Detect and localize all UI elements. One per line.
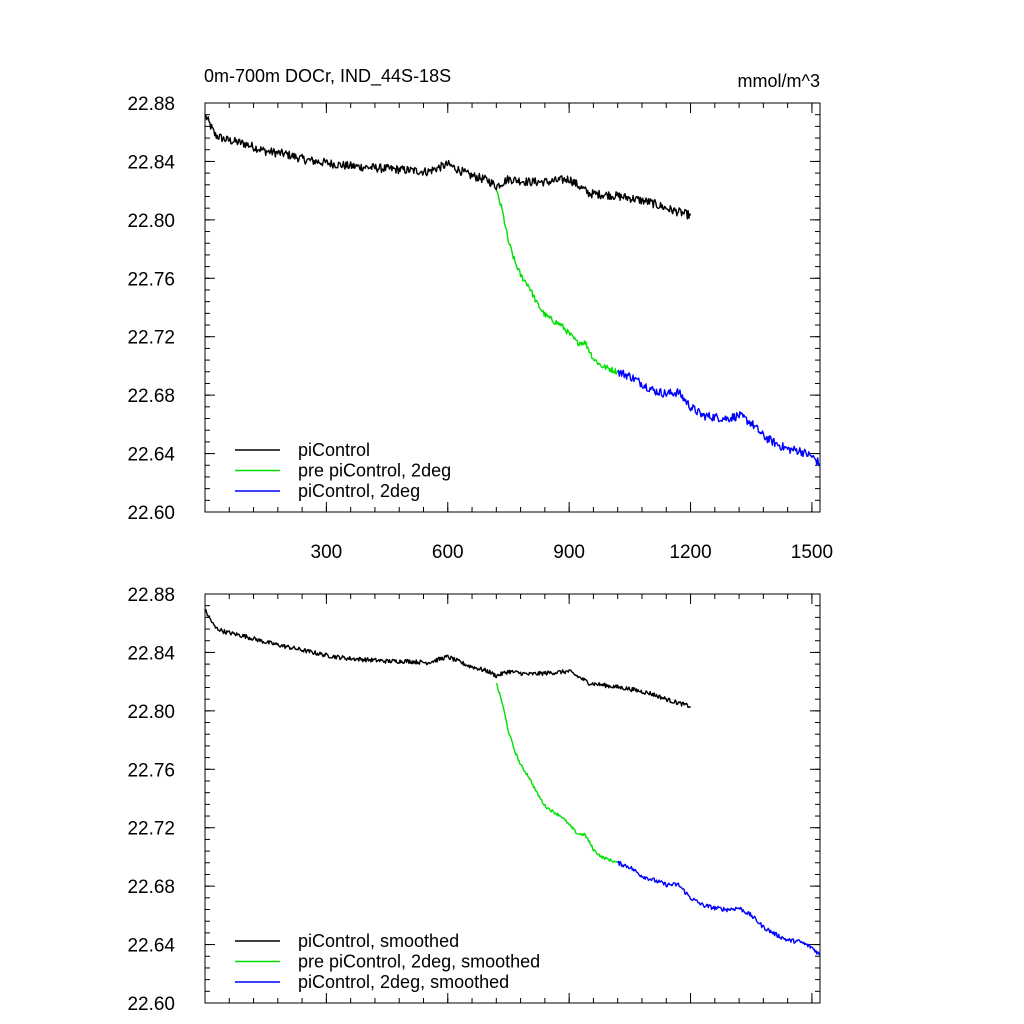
y-tick-label: 22.76 xyxy=(127,269,175,290)
y-tick-label: 22.84 xyxy=(127,152,175,173)
series-line-1 xyxy=(204,114,692,220)
x-tick-label: 1200 xyxy=(669,542,711,563)
y-tick-label: 22.88 xyxy=(127,94,175,115)
y-tick-label: 22.64 xyxy=(127,936,175,957)
chart-title: 0m-700m DOCr, IND_44S-18S xyxy=(204,66,451,87)
y-tick-label: 22.80 xyxy=(127,211,175,232)
legend-label-1: piControl, smoothed xyxy=(298,931,459,951)
y-tick-label: 22.72 xyxy=(127,819,175,840)
legend-label-1: piControl xyxy=(298,440,370,460)
legend-label-3: piControl, 2deg xyxy=(298,481,420,501)
x-tick-label: 1500 xyxy=(791,542,833,563)
y-tick-label: 22.68 xyxy=(127,877,175,898)
y-tick-label: 22.68 xyxy=(127,386,175,407)
y-tick-label: 22.88 xyxy=(127,585,175,606)
plot-frame xyxy=(204,102,821,513)
y-tick-label: 22.72 xyxy=(127,328,175,349)
x-tick-label: 300 xyxy=(311,542,343,563)
series-line-2 xyxy=(495,190,619,375)
y-tick-label: 22.84 xyxy=(127,643,175,664)
top-panel: 22.60 22.64 22.68 22.72 22.76 22.80 22.84 22.88… xyxy=(127,94,833,563)
y-tick-label: 22.60 xyxy=(127,994,175,1015)
series-line-3 xyxy=(617,369,821,467)
legend-label-2: pre piControl, 2deg, smoothed xyxy=(298,952,540,972)
x-tick-label: 600 xyxy=(432,542,464,563)
y-tick-label: 22.64 xyxy=(127,445,175,466)
series-line-3 xyxy=(617,860,821,956)
y-tick-label: 22.76 xyxy=(127,760,175,781)
legend-label-3: piControl, 2deg, smoothed xyxy=(298,972,509,992)
y-tick-label: 22.60 xyxy=(127,503,175,524)
bottom-panel: 22.60 22.64 22.68 22.72 22.76 22.80 22.84 22.88… xyxy=(127,585,821,1015)
series-line-1 xyxy=(204,608,691,709)
series-line-2 xyxy=(495,682,619,864)
units-label: mmol/m^3 xyxy=(738,71,820,91)
y-tick-label: 22.80 xyxy=(127,702,175,723)
x-tick-label: 900 xyxy=(553,542,585,563)
plot-frame xyxy=(204,593,821,1004)
legend-label-2: pre piControl, 2deg xyxy=(298,461,451,481)
